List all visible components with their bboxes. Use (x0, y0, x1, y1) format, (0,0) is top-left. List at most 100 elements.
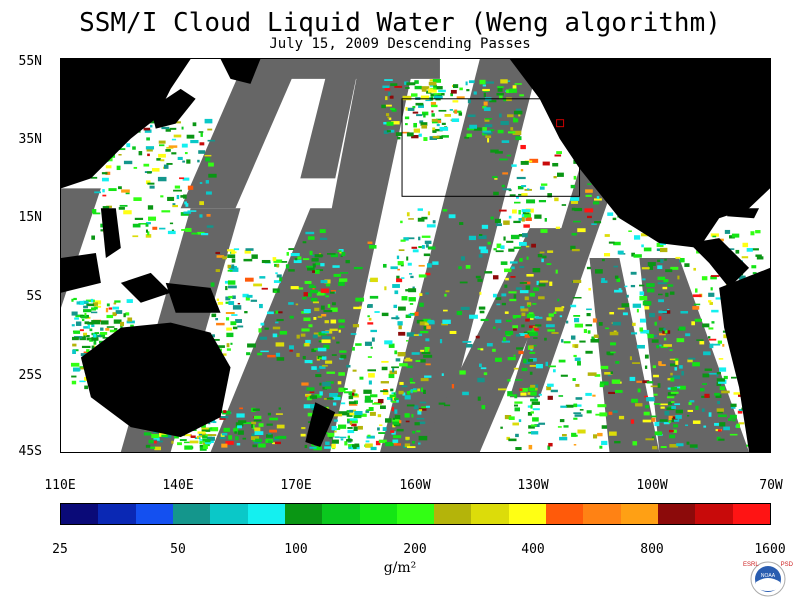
cloud-cell (494, 357, 502, 362)
cloud-cell (105, 328, 110, 331)
cloud-cell (83, 334, 86, 337)
central-america-land (689, 238, 750, 288)
cloud-cell (553, 369, 556, 373)
cloud-cell (417, 217, 425, 222)
cloud-cell (502, 172, 509, 175)
cloud-cell (668, 420, 671, 424)
cloud-cell (108, 188, 117, 192)
cloud-cell (420, 122, 428, 126)
cloud-cell (396, 278, 403, 283)
cloud-cell (636, 380, 642, 383)
cloud-cell (402, 392, 406, 396)
cloud-cell (559, 315, 563, 318)
cloud-cell (332, 336, 336, 340)
cloud-cell (138, 151, 143, 156)
cloud-cell (434, 93, 441, 96)
cloud-cell (397, 352, 406, 357)
cloud-cell (331, 443, 336, 449)
cloud-cell (150, 124, 153, 128)
cloud-cell (159, 144, 165, 147)
cloud-cell (198, 433, 204, 437)
cloud-cell (412, 111, 419, 114)
cloud-cell (125, 312, 130, 316)
cloud-cell (351, 423, 357, 427)
cloud-cell (537, 254, 543, 258)
cloud-cell (672, 429, 677, 433)
cloud-cell (526, 274, 534, 277)
cloud-cell (520, 306, 525, 309)
swath-gap (509, 168, 620, 398)
cloud-cell (207, 139, 216, 142)
cloud-cell (695, 405, 699, 410)
cloud-cell (386, 130, 391, 133)
cloud-cell (226, 343, 230, 348)
cloud-cell (147, 231, 150, 236)
cloud-cell (718, 438, 725, 441)
cloud-cell (133, 197, 142, 201)
cloud-cell (497, 388, 507, 391)
cloud-cell (509, 261, 518, 264)
cloud-cell (226, 327, 233, 331)
cloud-cell (709, 343, 714, 349)
cloud-cell (599, 381, 609, 386)
cloud-cell (654, 421, 660, 427)
cloud-cell (674, 403, 681, 406)
cloud-cell (418, 264, 425, 267)
map-subtitle: July 15, 2009 Descending Passes (269, 36, 531, 52)
cloud-cell (134, 217, 144, 220)
cloud-cell (297, 256, 302, 260)
cloud-cell (220, 415, 229, 419)
cloud-cell (266, 423, 273, 426)
cloud-cell (489, 99, 497, 103)
cloud-cell (443, 404, 451, 407)
cloud-cell (400, 239, 406, 242)
cloud-cell (532, 303, 537, 305)
cloud-cell (621, 303, 630, 308)
cloud-cell (329, 328, 338, 332)
cloud-cell (731, 233, 740, 238)
cloud-cell (92, 302, 98, 307)
cloud-cell (539, 186, 545, 190)
cloud-cell (370, 446, 377, 451)
cloud-cell (721, 390, 730, 394)
cloud-cell (205, 157, 211, 162)
cloud-cell (314, 254, 323, 258)
cloud-cell (609, 331, 619, 336)
cloud-cell (415, 360, 425, 362)
cloud-cell (225, 312, 235, 315)
cloud-cell (574, 207, 583, 212)
colorbar-swatch (658, 504, 696, 524)
cloud-cell (386, 396, 393, 400)
lat-label: 15N (18, 210, 42, 225)
cloud-cell (300, 433, 306, 437)
cloud-cell (610, 371, 613, 375)
swath-gap (180, 59, 301, 209)
cloud-cell (525, 318, 530, 322)
cloud-cell (500, 79, 508, 84)
cloud-cell (515, 287, 522, 290)
cloud-cell (592, 434, 598, 439)
cloud-cell (338, 424, 347, 429)
asia-land (61, 59, 191, 189)
cloud-cell (252, 408, 260, 412)
cloud-cell (520, 169, 524, 172)
cloud-cell (530, 391, 537, 396)
cloud-cell (276, 424, 285, 429)
cloud-cell (216, 255, 225, 258)
cloud-cell (340, 272, 349, 274)
cloud-cell (215, 269, 220, 273)
cloud-cell (325, 283, 331, 287)
cloud-cell (371, 337, 375, 342)
cloud-cell (642, 380, 650, 384)
cloud-cell (333, 273, 341, 277)
cloud-cell (717, 429, 722, 432)
colorbar-units: g/m² (383, 560, 417, 576)
cloud-cell (540, 183, 548, 186)
cloud-cell (449, 109, 453, 111)
cloud-cell (349, 418, 358, 421)
cloud-cell (513, 110, 523, 115)
cloud-cell (422, 318, 431, 324)
cloud-cell (551, 332, 559, 334)
analysis-box (401, 98, 581, 197)
cloud-cell (719, 422, 726, 427)
